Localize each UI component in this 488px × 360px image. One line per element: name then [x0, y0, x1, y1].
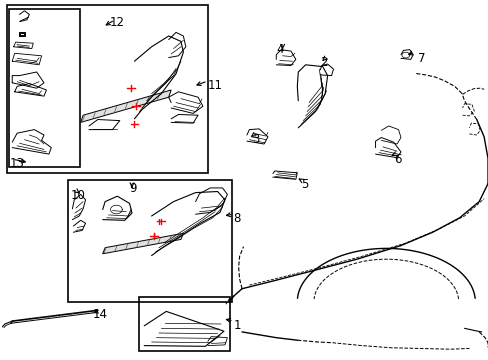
Bar: [9, 9, 80, 167]
Polygon shape: [81, 90, 171, 122]
Text: 4: 4: [276, 43, 283, 56]
Text: 1: 1: [233, 319, 241, 332]
Bar: [68, 180, 232, 302]
Text: 8: 8: [233, 212, 241, 225]
Text: 5: 5: [300, 178, 307, 191]
Text: 3: 3: [251, 133, 259, 146]
Bar: [7, 5, 207, 173]
Text: 12: 12: [110, 16, 125, 29]
Text: 14: 14: [93, 308, 108, 321]
Text: 2: 2: [320, 56, 327, 69]
Text: 11: 11: [207, 79, 223, 92]
Text: 9: 9: [129, 182, 137, 195]
Text: 10: 10: [71, 189, 85, 202]
Bar: [139, 297, 229, 351]
Text: 13: 13: [10, 157, 24, 170]
Text: 6: 6: [393, 153, 400, 166]
Polygon shape: [102, 233, 183, 254]
Text: 7: 7: [417, 52, 425, 65]
